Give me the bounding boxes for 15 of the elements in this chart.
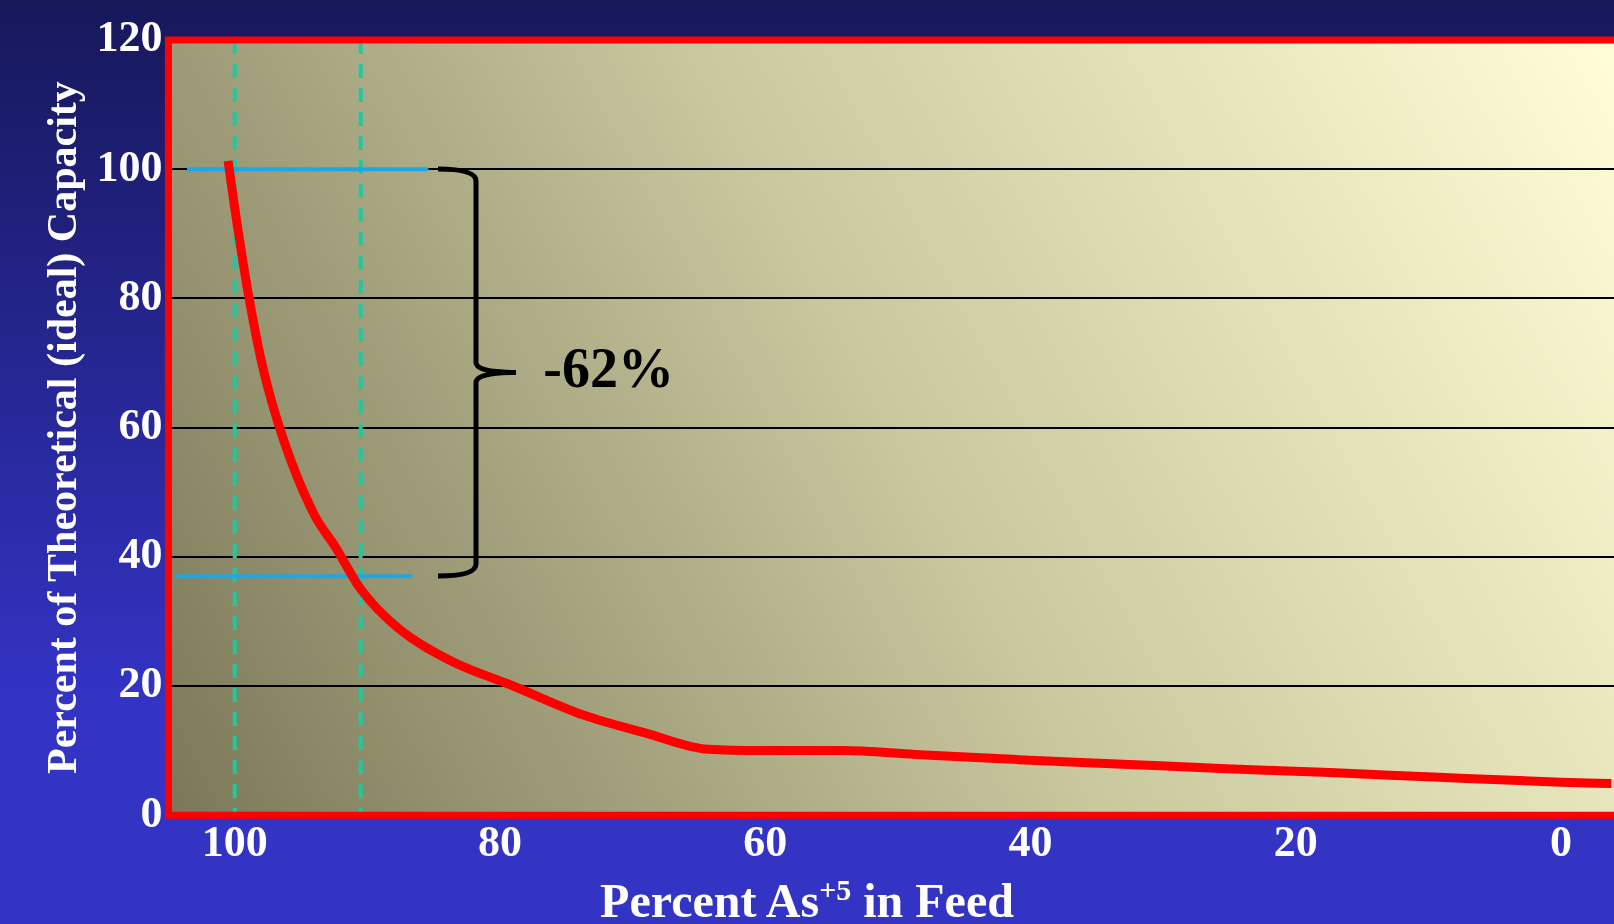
x-tick-label: 60: [743, 816, 788, 866]
x-tick-label: 100: [201, 816, 268, 866]
x-tick-label: 40: [1008, 816, 1053, 866]
y-tick-label: 120: [96, 12, 163, 62]
y-tick-label: 20: [118, 658, 163, 708]
x-axis-title: Percent As$^{+5}$ in Feed: [599, 873, 1015, 924]
y-tick-label: 60: [118, 399, 163, 449]
y-tick-label: 40: [118, 529, 163, 579]
x-tick-label: 80: [477, 816, 522, 866]
annotation: -62%: [543, 337, 674, 400]
y-tick-label: 100: [96, 141, 163, 191]
y-axis-title: Percent of Theoretical (ideal) Capacity: [39, 81, 87, 775]
y-tick-label: 80: [118, 270, 163, 320]
x-tick-label: 0: [1549, 816, 1572, 866]
x-tick-label: 20: [1273, 816, 1318, 866]
